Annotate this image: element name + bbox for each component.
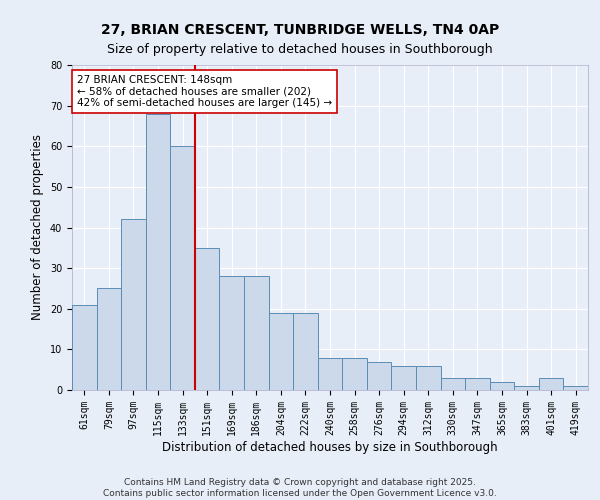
Bar (539, 378, 563, 390)
Text: 27 BRIAN CRESCENT: 148sqm
← 58% of detached houses are smaller (202)
42% of semi: 27 BRIAN CRESCENT: 148sqm ← 58% of detac… (77, 74, 332, 108)
Bar (195, 248, 220, 390)
Bar (220, 276, 244, 390)
Bar (514, 386, 539, 390)
Bar (490, 382, 514, 390)
Bar (465, 378, 490, 390)
Bar (293, 313, 318, 390)
Bar (416, 366, 440, 390)
Bar (97, 288, 121, 390)
Text: Contains HM Land Registry data © Crown copyright and database right 2025.
Contai: Contains HM Land Registry data © Crown c… (103, 478, 497, 498)
Bar (269, 313, 293, 390)
Text: 27, BRIAN CRESCENT, TUNBRIDGE WELLS, TN4 0AP: 27, BRIAN CRESCENT, TUNBRIDGE WELLS, TN4… (101, 22, 499, 36)
Bar (440, 378, 465, 390)
Bar (318, 358, 342, 390)
Bar (391, 366, 416, 390)
Bar (170, 146, 195, 390)
Bar (563, 386, 588, 390)
Bar (244, 276, 269, 390)
Bar (342, 358, 367, 390)
Y-axis label: Number of detached properties: Number of detached properties (31, 134, 44, 320)
X-axis label: Distribution of detached houses by size in Southborough: Distribution of detached houses by size … (162, 440, 498, 454)
Text: Size of property relative to detached houses in Southborough: Size of property relative to detached ho… (107, 42, 493, 56)
Bar (72, 304, 97, 390)
Bar (121, 220, 146, 390)
Bar (146, 114, 170, 390)
Bar (367, 362, 391, 390)
